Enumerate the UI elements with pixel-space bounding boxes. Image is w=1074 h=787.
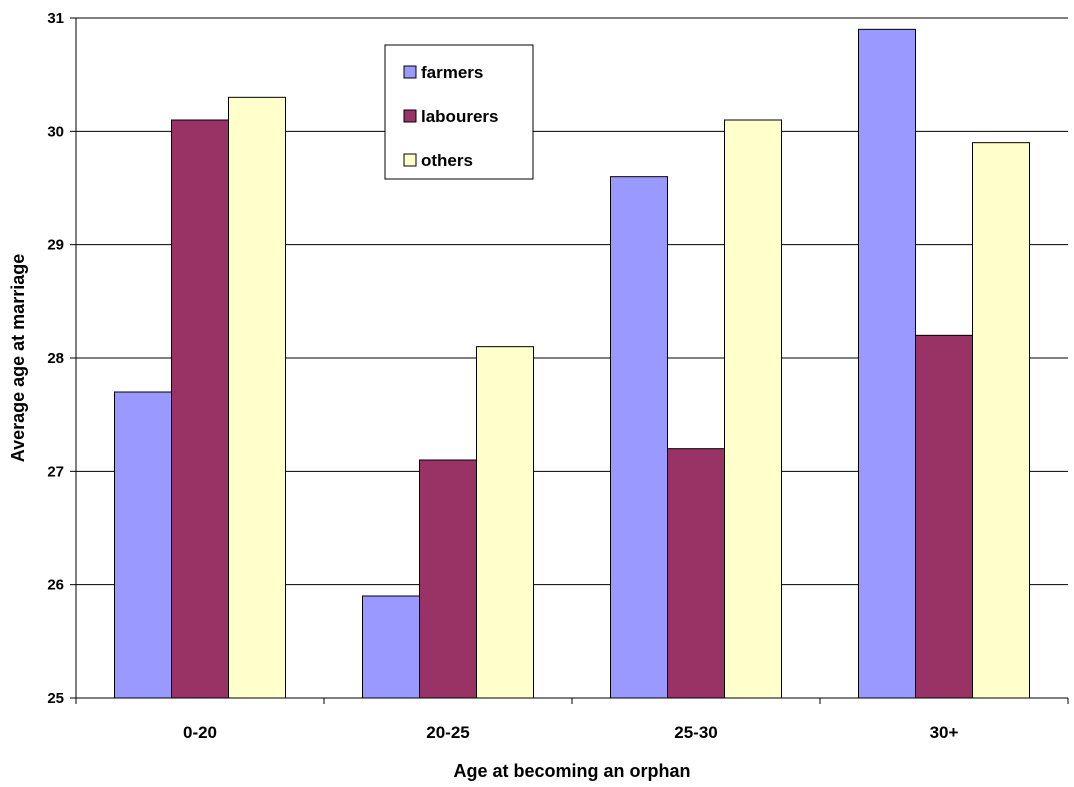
bar-labourers-25-30 bbox=[667, 448, 725, 699]
bars bbox=[114, 28, 1030, 699]
x-tick-label: 0-20 bbox=[183, 723, 217, 742]
y-tick-labels: 25 26 27 28 29 30 31 bbox=[47, 10, 64, 707]
y-tick-label: 27 bbox=[47, 463, 64, 480]
legend: farmers labourers others bbox=[384, 44, 534, 180]
legend-swatch-others bbox=[403, 153, 417, 167]
legend-label-labourers: labourers bbox=[421, 107, 498, 126]
bar-farmers-0-20 bbox=[114, 391, 172, 699]
bar-others-30+ bbox=[972, 142, 1030, 699]
bar-labourers-0-20 bbox=[171, 119, 229, 699]
legend-label-farmers: farmers bbox=[421, 63, 483, 82]
y-tick-label: 25 bbox=[47, 690, 64, 707]
bar-farmers-30+ bbox=[858, 28, 916, 699]
x-tick-label: 30+ bbox=[930, 723, 959, 742]
bar-labourers-30+ bbox=[915, 334, 973, 699]
x-axis-title: Age at becoming an orphan bbox=[453, 761, 690, 781]
legend-swatch-labourers bbox=[403, 109, 417, 123]
x-tick-label: 25-30 bbox=[674, 723, 717, 742]
bar-others-25-30 bbox=[724, 119, 782, 699]
bar-others-0-20 bbox=[228, 96, 286, 699]
y-tick-label: 26 bbox=[47, 577, 64, 594]
axes bbox=[70, 17, 1069, 704]
legend-label-others: others bbox=[421, 151, 473, 170]
y-tick-label: 29 bbox=[47, 237, 64, 254]
legend-swatch-farmers bbox=[403, 65, 417, 79]
y-tick-label: 28 bbox=[47, 350, 64, 367]
bar-farmers-25-30 bbox=[610, 176, 668, 699]
x-tick-label: 20-25 bbox=[426, 723, 469, 742]
x-tick-labels: 0-20 20-25 25-30 30+ bbox=[183, 723, 959, 742]
bar-labourers-20-25 bbox=[419, 459, 477, 699]
y-tick-label: 31 bbox=[47, 10, 64, 27]
bar-others-20-25 bbox=[476, 346, 534, 699]
bar-farmers-20-25 bbox=[362, 595, 420, 699]
y-axis-title: Average age at marriage bbox=[8, 254, 28, 462]
y-tick-label: 30 bbox=[47, 123, 64, 140]
